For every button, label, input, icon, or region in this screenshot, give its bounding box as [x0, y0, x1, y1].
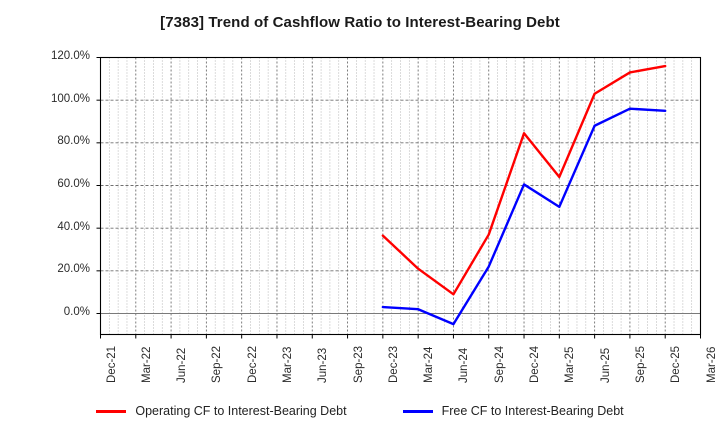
legend-label: Operating CF to Interest-Bearing Debt: [135, 404, 347, 418]
x-tick-label: Sep-22: [211, 345, 224, 383]
y-tick-label: 120.0%: [50, 50, 90, 62]
x-tick-label: Dec-25: [670, 345, 683, 383]
x-tick-label: Dec-22: [246, 345, 259, 383]
legend-label: Free CF to Interest-Bearing Debt: [441, 404, 624, 418]
x-tick-label: Jun-22: [176, 347, 189, 383]
series-line-0: [381, 64, 667, 296]
legend-swatch-line-icon: [402, 409, 433, 413]
x-tick-label: Dec-21: [105, 345, 118, 383]
x-tick-label: Mar-22: [140, 346, 153, 383]
x-tick-label: Mar-26: [705, 346, 718, 383]
x-tick-label: Sep-23: [352, 345, 365, 383]
x-tick-label: Mar-23: [281, 346, 294, 383]
y-tick-label: 0.0%: [63, 306, 90, 318]
plot-frame: [99, 56, 702, 336]
chart-legend: Operating CF to Interest-Bearing Debt Fre…: [0, 404, 720, 418]
y-tick-label: 60.0%: [57, 178, 90, 190]
x-tick-label: Sep-24: [493, 345, 506, 383]
series-line-1: [381, 107, 667, 326]
x-tick-label: Sep-25: [634, 345, 647, 383]
x-tick-label: Mar-24: [423, 346, 436, 383]
legend-swatch-line-icon: [96, 409, 127, 413]
x-tick-label: Dec-24: [529, 345, 542, 383]
y-tick-label: 100.0%: [50, 92, 90, 105]
y-tick-label: 40.0%: [57, 220, 90, 233]
x-tick-label: Mar-25: [564, 346, 577, 383]
x-tick-label: Dec-23: [387, 345, 400, 383]
y-tick-label: 80.0%: [57, 135, 90, 148]
y-tick-label: 20.0%: [57, 263, 90, 276]
x-tick-label: Jun-23: [317, 347, 330, 383]
legend-item[interactable]: Operating CF to Interest-Bearing Debt: [96, 404, 347, 418]
x-tick-label: Jun-24: [458, 347, 471, 383]
legend-item[interactable]: Free CF to Interest-Bearing Debt: [402, 404, 624, 418]
chart-title: [7383] Trend of Cashflow Ratio to Intere…: [160, 14, 560, 31]
x-tick-label: Jun-25: [599, 347, 612, 383]
